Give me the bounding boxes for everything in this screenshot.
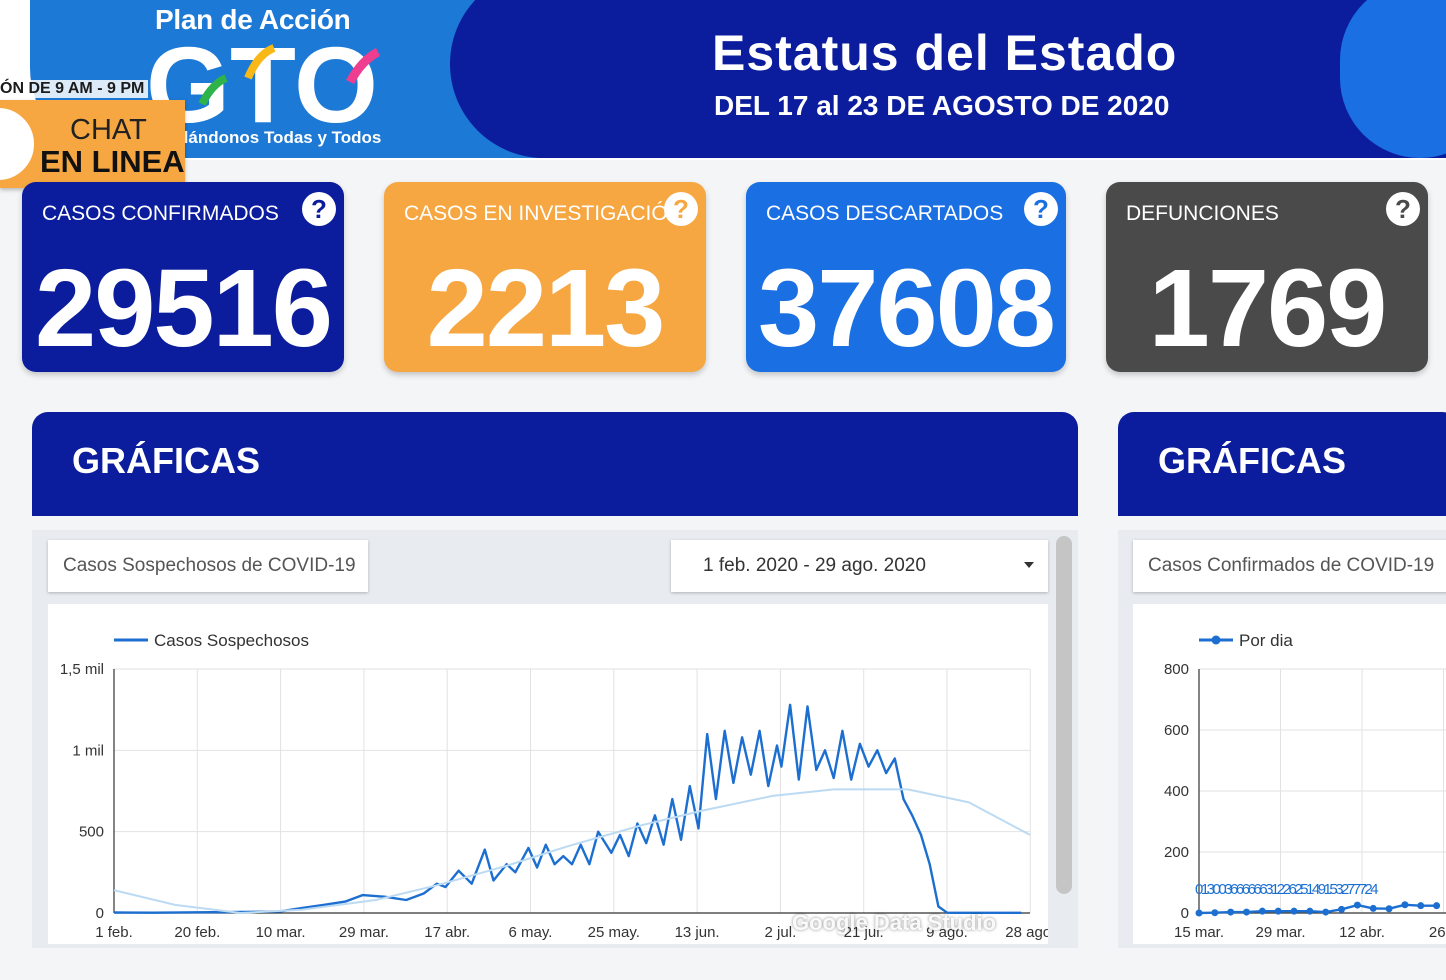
x-tick-label: 28 ago.: [1005, 924, 1048, 941]
x-tick-label: 2 jul.: [765, 924, 797, 941]
data-point: [1322, 908, 1330, 916]
data-point: [1353, 901, 1361, 909]
date-range-picker[interactable]: 1 feb. 2020 - 29 ago. 2020: [671, 540, 1048, 592]
x-tick-label: 26 a: [1429, 924, 1446, 941]
data-point: [1243, 908, 1251, 916]
chart-selector-confirmed[interactable]: Casos Confirmados de COVID-19: [1133, 540, 1446, 592]
x-tick-label: 20 feb.: [174, 924, 220, 941]
data-point: [1258, 907, 1266, 915]
data-point: [1338, 905, 1346, 913]
help-icon[interactable]: ?: [1386, 192, 1420, 226]
x-tick-label: 10 mar.: [256, 924, 306, 941]
help-icon[interactable]: ?: [302, 192, 336, 226]
data-point: [1211, 909, 1219, 917]
legend-marker: [1211, 635, 1221, 645]
x-tick-label: 29 mar.: [1255, 924, 1305, 941]
y-tick-label: 1 mil: [72, 742, 104, 759]
panel-title: GRÁFICAS: [72, 440, 260, 481]
status-title: Estatus del Estado: [712, 25, 1178, 81]
watermark: Google Data Studio: [792, 910, 997, 935]
kpi-value: 2213: [426, 247, 666, 370]
x-tick-label: 21 jul.: [844, 924, 884, 941]
y-tick-label: 400: [1164, 783, 1189, 800]
y-tick-label: 200: [1164, 844, 1189, 861]
logo-green-arrow: [198, 74, 228, 106]
kpi-card-confirmed: CASOS CONFIRMADOS ? 29516: [22, 182, 344, 372]
date-range-text: 1 feb. 2020 - 29 ago. 2020: [703, 555, 926, 576]
x-tick-label: 1 feb.: [95, 924, 133, 941]
data-point: [1401, 901, 1409, 909]
data-point: [1227, 908, 1235, 916]
kpi-card-investigation: CASOS EN INVESTIGACIÓN ? 2213: [384, 182, 706, 372]
plan-title: Plan de Acción: [155, 4, 351, 35]
kpi-label: CASOS CONFIRMADOS: [42, 202, 279, 225]
legend-label: Por dia: [1239, 631, 1293, 650]
logo-yellow-arrow: [244, 44, 276, 80]
y-tick-label: 1,5 mil: [60, 661, 104, 678]
x-tick-label: 9 ago.: [926, 924, 968, 941]
logo-pink-arrow: [346, 47, 381, 85]
kpi-value: 29516: [35, 247, 333, 370]
series-line: [113, 703, 1022, 914]
chat-bubble-icon: [0, 102, 40, 186]
suspected-cases-chart: 0 500 1 mil 1,5 mil 1 feb. 20 feb. 10 mar. 29 m…: [48, 604, 1056, 944]
chat-label-line1: CHAT: [70, 114, 147, 146]
vertical-scrollbar[interactable]: [1056, 536, 1072, 894]
kpi-label: CASOS EN INVESTIGACIÓN: [404, 202, 683, 225]
header-banner: Plan de Acción GTO dándonos Todas y Todo…: [0, 0, 1446, 160]
logo-tagline: dándonos Todas y Todos: [178, 128, 382, 147]
data-point: [1195, 909, 1203, 917]
help-icon[interactable]: ?: [664, 192, 698, 226]
kpi-value: 1769: [1148, 247, 1388, 370]
confirmed-cases-chart-svg: 0 200 400 600 800 15 mar. 29 mar. 12 abr. 26 a Po…: [1164, 631, 1446, 941]
x-tick-label: 12 abr.: [1339, 924, 1385, 941]
kpi-card-discarded: CASOS DESCARTADOS ? 37608: [746, 182, 1066, 372]
data-point: [1306, 907, 1314, 915]
data-point: [1274, 907, 1282, 915]
suspected-cases-chart-svg: 0 500 1 mil 1,5 mil 1 feb. 20 feb. 10 mar. 29 m…: [60, 631, 1056, 941]
left-panel-header: GRÁFICAS: [32, 412, 1078, 516]
kpi-label: CASOS DESCARTADOS: [766, 202, 1004, 225]
x-tick-label: 17 abr.: [424, 924, 470, 941]
dropdown-arrow-icon: [1024, 562, 1034, 568]
kpi-label: DEFUNCIONES: [1126, 202, 1279, 225]
data-point: [1385, 905, 1393, 913]
data-point: [1433, 902, 1441, 910]
kpi-value: 37608: [758, 247, 1056, 370]
y-tick-label: 0: [96, 905, 104, 922]
panel-title: GRÁFICAS: [1158, 440, 1346, 481]
data-label-row: 0130036666663122625149153277724: [1195, 881, 1378, 898]
data-point: [1417, 902, 1425, 910]
y-tick-label: 0: [1181, 905, 1189, 922]
trend-line: [113, 788, 1031, 914]
y-tick-label: 800: [1164, 661, 1189, 678]
x-tick-label: 15 mar.: [1174, 924, 1224, 941]
x-tick-label: 25 may.: [588, 924, 640, 941]
y-tick-label: 500: [79, 824, 104, 841]
x-tick-label: 13 jun.: [675, 924, 720, 941]
data-point: [1290, 907, 1298, 915]
confirmed-cases-chart: 0 200 400 600 800 15 mar. 29 mar. 12 abr. 26 a Po…: [1133, 604, 1446, 944]
chart-selector-suspected[interactable]: Casos Sospechosos de COVID-19: [48, 540, 368, 592]
data-point: [1369, 904, 1377, 912]
chat-online-button[interactable]: CHAT EN LINEA: [0, 100, 185, 188]
x-tick-label: 29 mar.: [339, 924, 389, 941]
status-subtitle: DEL 17 al 23 DE AGOSTO DE 2020: [714, 90, 1170, 121]
hours-text: ÓN DE 9 AM - 9 PM: [0, 80, 149, 98]
x-tick-label: 6 may.: [509, 924, 553, 941]
status-background: [450, 0, 1446, 158]
help-icon[interactable]: ?: [1024, 192, 1058, 226]
kpi-card-deaths: DEFUNCIONES ? 1769: [1106, 182, 1428, 372]
series-line: [1198, 903, 1437, 915]
right-panel-header: GRÁFICAS: [1118, 412, 1446, 516]
chat-label-line2: EN LINEA: [40, 144, 185, 179]
y-tick-label: 600: [1164, 722, 1189, 739]
legend-label: Casos Sospechosos: [154, 631, 309, 650]
